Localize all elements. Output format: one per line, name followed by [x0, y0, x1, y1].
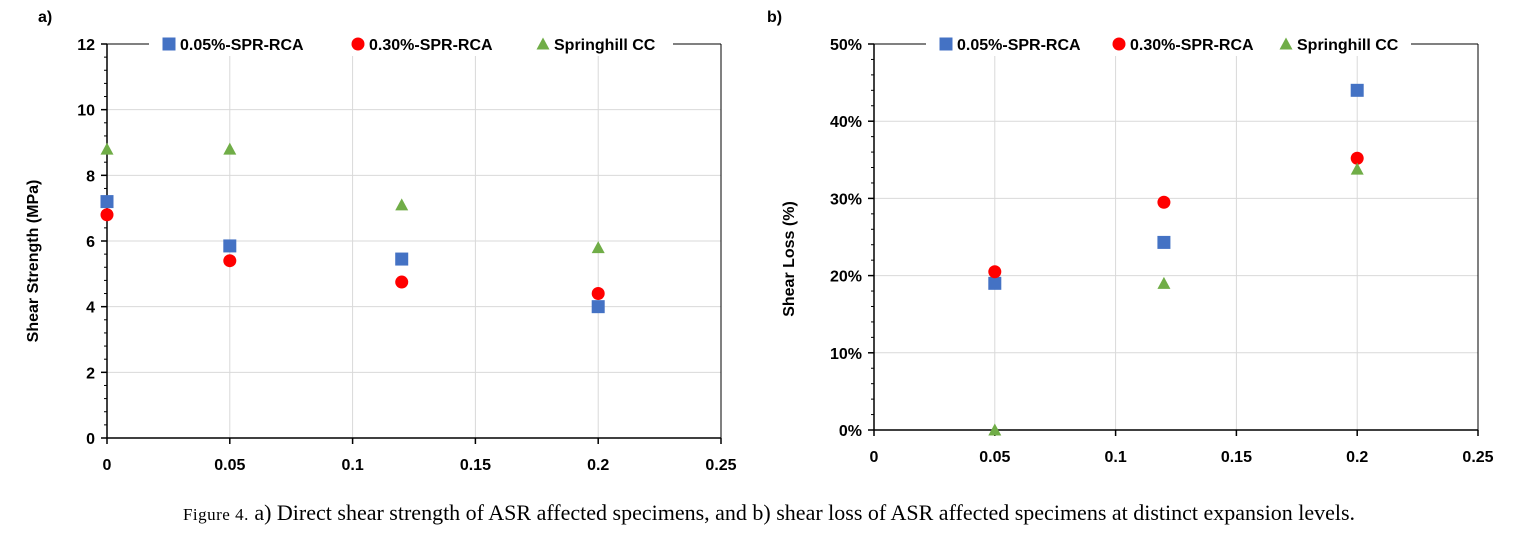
chart-a: a) Shear Strength (MPa) 0 2 4 6 8 10 12 0 0.05 0.… [25, 9, 737, 474]
legend-label: Springhill CC [554, 37, 656, 54]
figure-caption: Figure 4. a) Direct shear strength of AS… [0, 500, 1538, 526]
legend-background [926, 32, 1411, 56]
legend-label: Springhill CC [1297, 37, 1399, 54]
legend-label: 0.30%-SPR-RCA [1130, 37, 1254, 54]
data-point-square [1350, 83, 1364, 97]
data-point-circle [1350, 151, 1364, 165]
y-tick-label: 6 [86, 234, 95, 251]
x-tick-label: 0 [103, 457, 112, 474]
data-point-triangle [223, 142, 237, 155]
data-point-circle [223, 254, 237, 268]
caption-text: a) Direct shear strength of ASR affected… [248, 500, 1356, 525]
legend-marker [162, 37, 176, 51]
x-tick-label: 0.2 [587, 457, 609, 474]
y-tick-label: 40% [830, 114, 862, 131]
y-axis-label-b: Shear Loss (%) [781, 201, 798, 317]
y-tick-label: 12 [77, 37, 95, 54]
caption-prefix: Figure 4. [182, 505, 249, 524]
x-tick-label: 0.05 [979, 449, 1010, 466]
data-point-square [988, 276, 1002, 290]
data-point-square [223, 239, 237, 253]
data-point-triangle [1350, 162, 1364, 175]
data-point-circle [988, 265, 1002, 279]
data-point-triangle [1157, 276, 1171, 289]
data-point-circle [1157, 195, 1171, 209]
data-point-triangle [591, 241, 605, 254]
y-tick-label: 50% [830, 37, 862, 54]
x-tick-label: 0.1 [1104, 449, 1126, 466]
legend-background [149, 32, 673, 56]
y-tick-label: 30% [830, 191, 862, 208]
y-tick-label: 10 [77, 103, 95, 120]
plot-a: 0 2 4 6 8 10 12 0 0.05 0.1 0.15 0.2 0.25 0.05%-SPR-RC… [77, 32, 737, 474]
y-tick-label: 0% [839, 423, 862, 440]
data-point-square [395, 252, 409, 266]
data-point-circle [591, 287, 605, 301]
x-tick-label: 0.05 [214, 457, 245, 474]
data-point-square [100, 195, 114, 209]
x-tick-label: 0.15 [460, 457, 491, 474]
y-tick-label: 0 [86, 431, 95, 448]
x-tick-label: 0.1 [341, 457, 363, 474]
x-tick-label: 0.2 [1346, 449, 1368, 466]
legend-label: 0.05%-SPR-RCA [957, 37, 1081, 54]
data-point-circle [100, 208, 114, 222]
data-point-square [591, 300, 605, 314]
chart-b: b) Shear Loss (%) 0% 10% 20% 30% 40% 50% 0 0.05… [767, 9, 1494, 466]
x-tick-label: 0.15 [1221, 449, 1252, 466]
y-tick-label: 10% [830, 346, 862, 363]
y-tick-label: 4 [86, 300, 95, 317]
data-point-circle [395, 275, 409, 289]
data-point-triangle [988, 423, 1002, 436]
figure: a) Shear Strength (MPa) 0 2 4 6 8 10 12 0 0.05 0.… [25, 9, 1494, 474]
legend-marker [351, 37, 365, 51]
panel-label-b: b) [767, 9, 782, 26]
y-tick-label: 20% [830, 269, 862, 286]
y-tick-label: 2 [86, 365, 95, 382]
data-point-triangle [395, 198, 409, 211]
legend-marker [1112, 37, 1126, 51]
plot-b: 0% 10% 20% 30% 40% 50% 0 0.05 0.1 0.15 0.2 0.25 0.05… [830, 32, 1494, 466]
x-tick-label: 0.25 [1462, 449, 1493, 466]
data-point-square [1157, 235, 1171, 249]
legend-marker [1279, 37, 1293, 50]
y-axis-label-a: Shear Strength (MPa) [25, 180, 42, 343]
legend-label: 0.30%-SPR-RCA [369, 37, 493, 54]
legend-marker [939, 37, 953, 51]
panel-label-a: a) [38, 9, 52, 26]
x-tick-label: 0 [870, 449, 879, 466]
x-tick-label: 0.25 [705, 457, 736, 474]
legend-marker [536, 37, 550, 50]
y-tick-label: 8 [86, 168, 95, 185]
data-point-triangle [100, 142, 114, 155]
legend-label: 0.05%-SPR-RCA [180, 37, 304, 54]
